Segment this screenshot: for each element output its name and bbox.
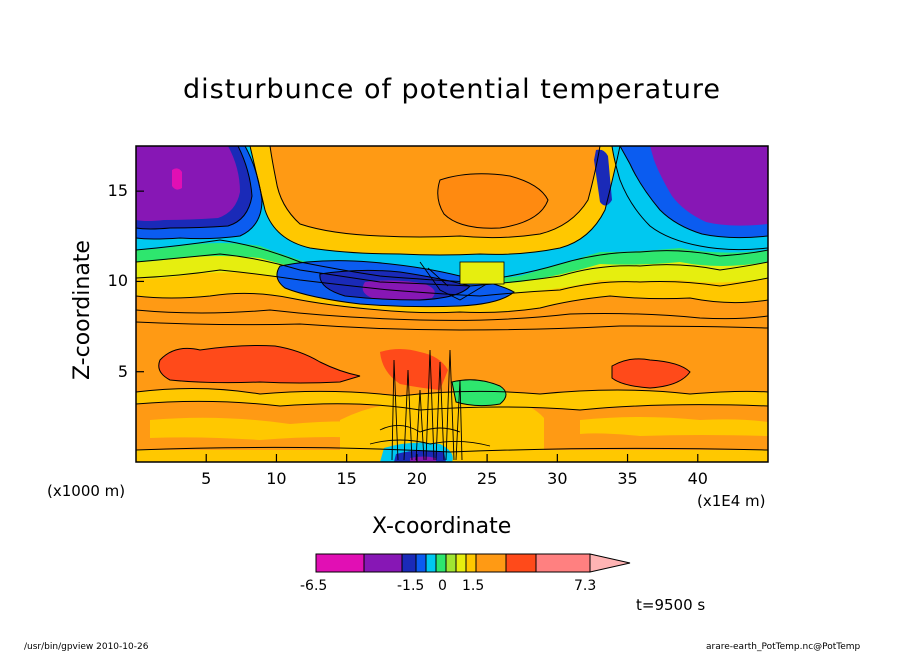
left-cold-magenta	[172, 168, 182, 190]
y-tick-label: 15	[107, 181, 128, 201]
x-axis-unit: (x1E4 m)	[697, 492, 766, 510]
footer-program-date: /usr/bin/gpview 2010-10-26	[24, 642, 149, 652]
left-cold-purple	[136, 146, 240, 221]
colorbar-segment	[315, 553, 365, 573]
x-tick-label: 30	[547, 469, 568, 488]
colorbar-segment	[445, 553, 457, 573]
colorbar-segment	[455, 553, 467, 573]
colorbar-label: -6.5	[300, 578, 328, 594]
low-turb-yellow	[340, 396, 544, 462]
plot-frame	[135, 145, 769, 463]
lower-band-right	[580, 417, 768, 436]
yellow-patch-center	[459, 261, 505, 285]
x-tick-label: 40	[687, 469, 708, 488]
x-tick-label: 25	[476, 469, 498, 488]
chart-title: disturbunce of potential temperature	[183, 74, 721, 105]
low-turb-green	[452, 379, 506, 406]
turbulence-lines	[369, 261, 501, 461]
x-tick-label: 5	[201, 469, 212, 488]
tick-marks	[136, 190, 699, 462]
colorbar-segment	[535, 553, 591, 573]
footer-file-variable: arare-earth_PotTemp.nc@PotTemp	[706, 642, 861, 652]
x-tick-label: 20	[406, 469, 428, 488]
colorbar-segment	[425, 553, 437, 573]
time-label: t=9500 s	[636, 596, 706, 614]
upper-warm-inner	[437, 173, 548, 229]
red-band-left	[158, 345, 360, 383]
colorbar-segment	[465, 553, 477, 573]
colorbar-segment	[475, 553, 507, 573]
colorbar-extend-arrow	[589, 553, 631, 573]
x-tick-label: 15	[336, 469, 357, 488]
x-axis-label: X-coordinate	[372, 514, 512, 539]
colorbar-segment	[505, 553, 537, 573]
red-band-right	[612, 358, 690, 388]
colorbar-label: 7.3	[574, 578, 597, 594]
y-tick-label: 10	[107, 271, 128, 291]
colorbar-label: -1.5	[397, 578, 425, 594]
colorbar-segment	[401, 553, 417, 573]
colorbar-label: 1.5	[462, 578, 485, 594]
colorbar-segment	[415, 553, 427, 573]
colorbar-label: 0	[438, 578, 447, 594]
colorbar-segment	[435, 553, 447, 573]
y-tick-label: 5	[117, 361, 128, 381]
x-tick-label: 35	[617, 469, 638, 488]
right-cold-purple	[650, 146, 768, 226]
y-axis-unit: (x1000 m)	[47, 482, 126, 500]
colorbar-segment	[363, 553, 403, 573]
x-tick-label: 10	[266, 469, 287, 488]
right-cold-navy-strip	[594, 149, 612, 206]
